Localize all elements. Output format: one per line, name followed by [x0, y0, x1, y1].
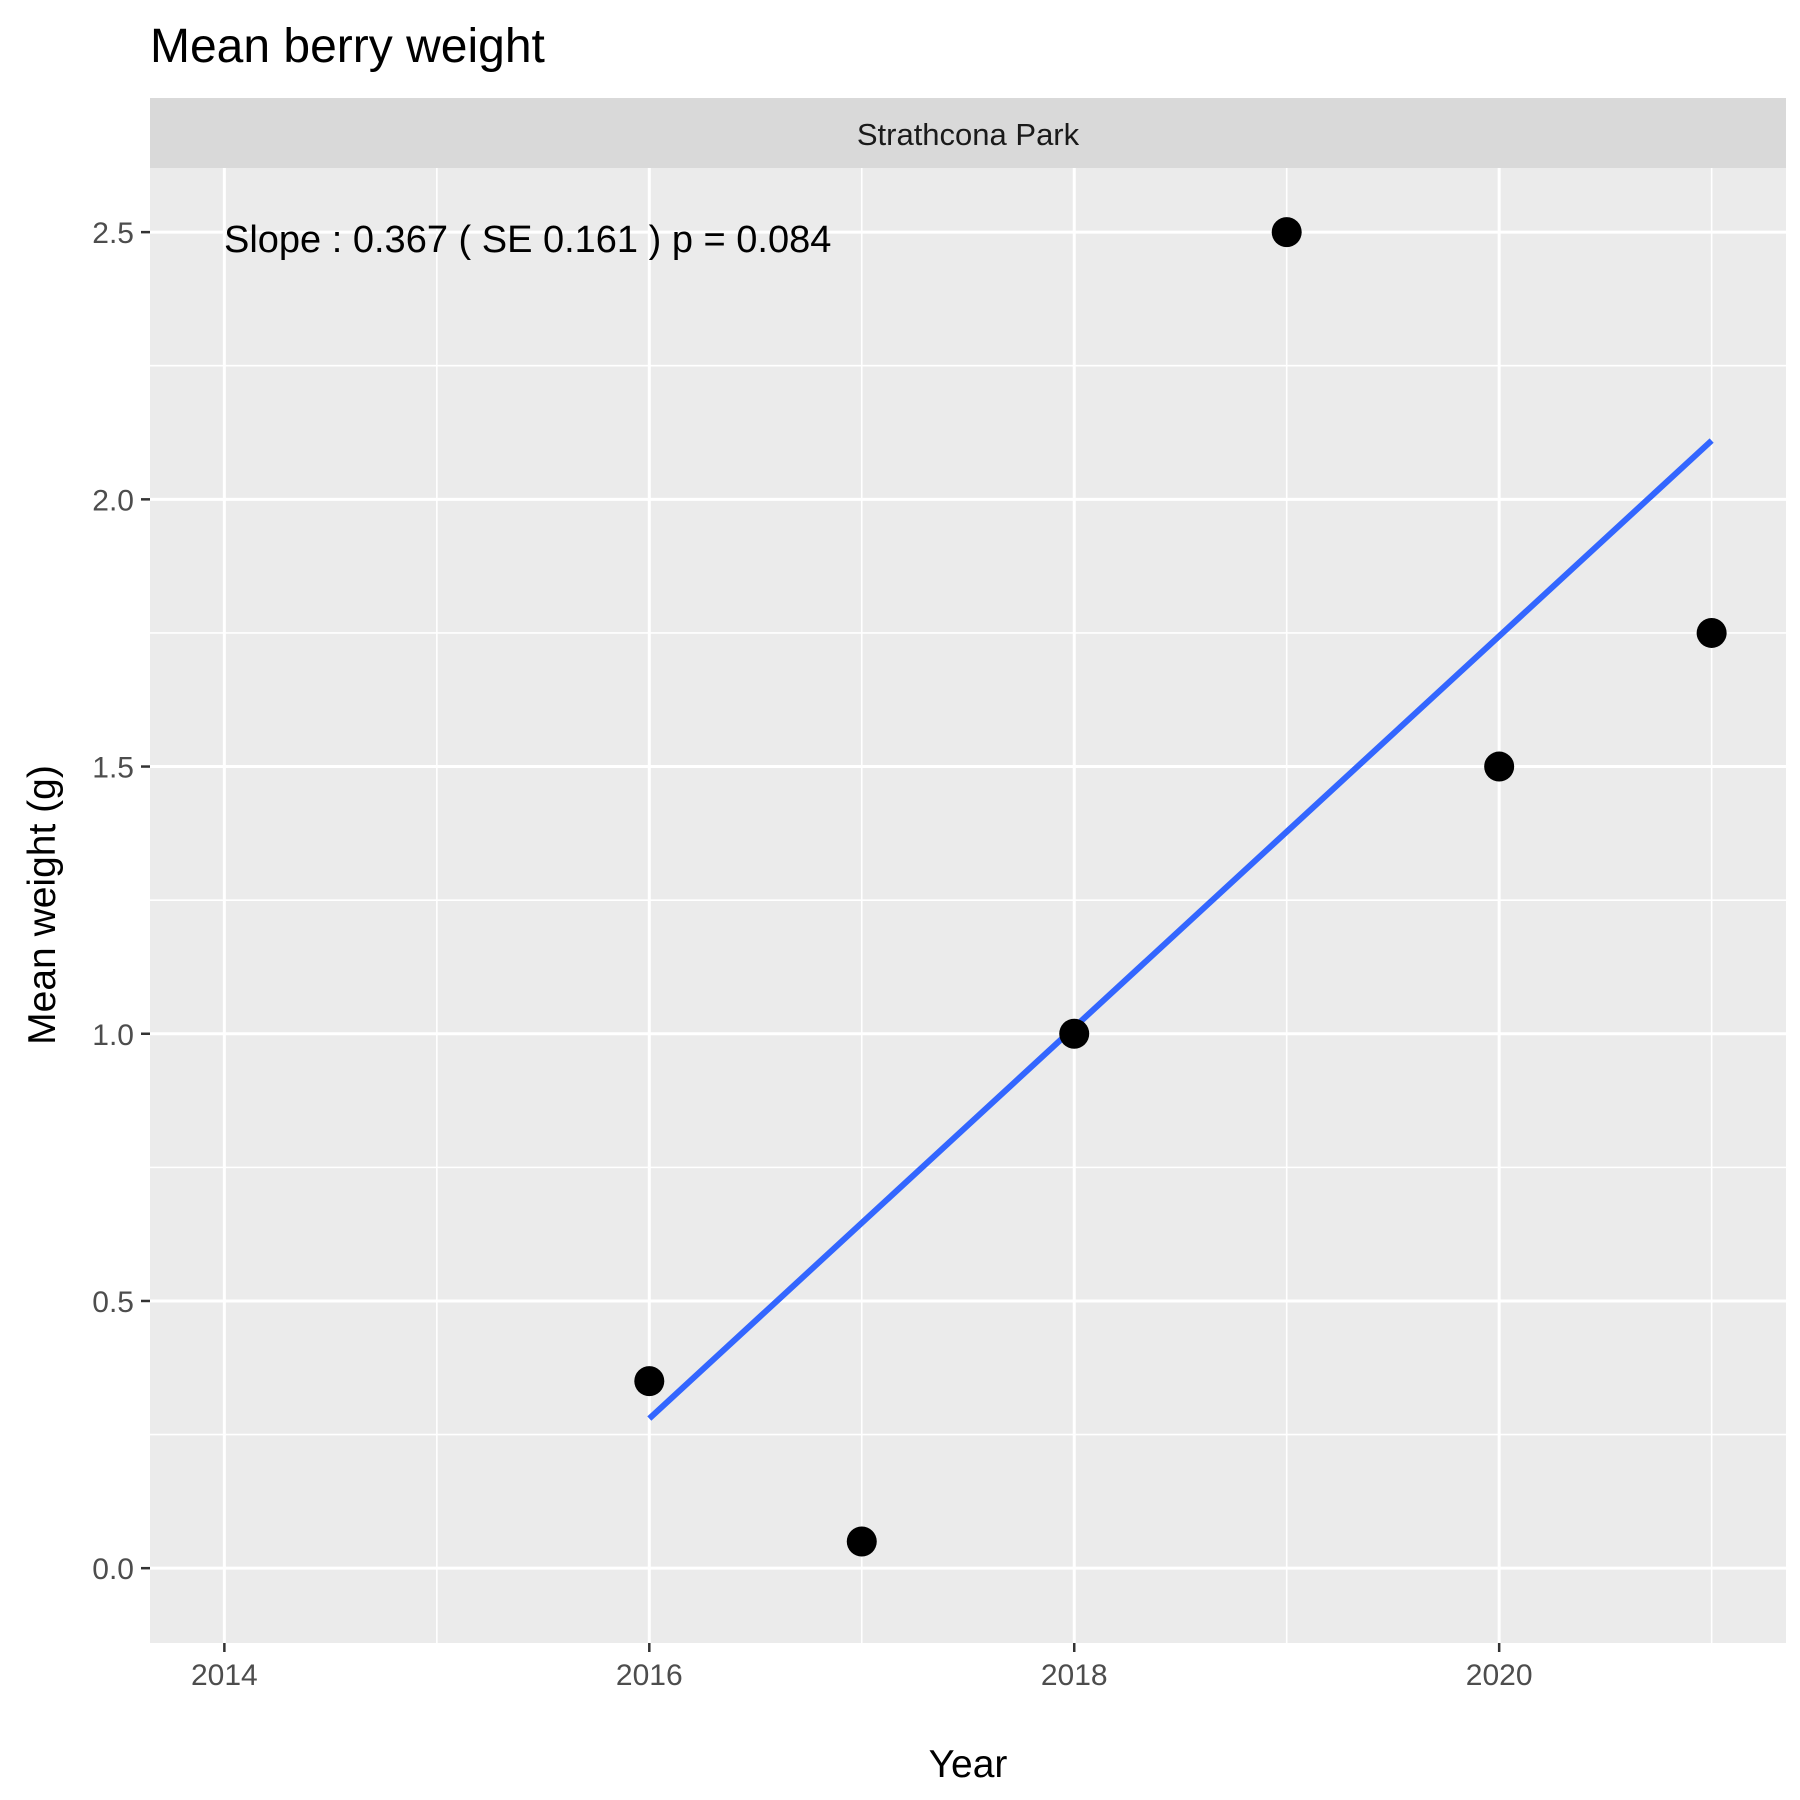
data-point	[1059, 1018, 1090, 1049]
data-point	[1271, 217, 1302, 248]
trend-line	[647, 438, 1714, 1421]
x-tick-label: 2014	[191, 1659, 258, 1692]
slope-annotation: Slope : 0.367 ( SE 0.161 ) p = 0.084	[224, 219, 831, 261]
data-point	[846, 1526, 877, 1557]
x-axis: 2014 2016 2018 2020	[191, 1643, 1533, 1692]
data-point	[634, 1366, 665, 1397]
grid-minor	[150, 168, 1786, 1643]
y-tick-label: 1.5	[92, 752, 134, 785]
y-tick-label: 1.0	[92, 1019, 134, 1052]
y-axis-title: Mean weight (g)	[21, 765, 64, 1045]
y-axis: 0.0 0.5 1.0 1.5 2.0 2.5	[92, 217, 150, 1586]
x-axis-title: Year	[929, 1743, 1008, 1786]
y-tick-label: 0.5	[92, 1286, 134, 1319]
x-tick-label: 2018	[1041, 1659, 1108, 1692]
x-tick-label: 2020	[1466, 1659, 1533, 1692]
plot-panel	[150, 168, 1786, 1643]
trend-line-group	[647, 438, 1714, 1421]
y-tick-label: 2.5	[92, 217, 134, 250]
y-tick-label: 0.0	[92, 1553, 134, 1586]
facet-strip	[150, 98, 1786, 168]
y-tick-label: 2.0	[92, 484, 134, 517]
data-point	[1484, 751, 1515, 782]
x-tick-label: 2016	[616, 1659, 683, 1692]
data-points	[634, 217, 1727, 1557]
chart-title: Mean berry weight	[150, 20, 545, 73]
data-point	[1696, 617, 1727, 648]
facet-strip-label: Strathcona Park	[857, 117, 1080, 152]
grid-major	[150, 168, 1786, 1643]
